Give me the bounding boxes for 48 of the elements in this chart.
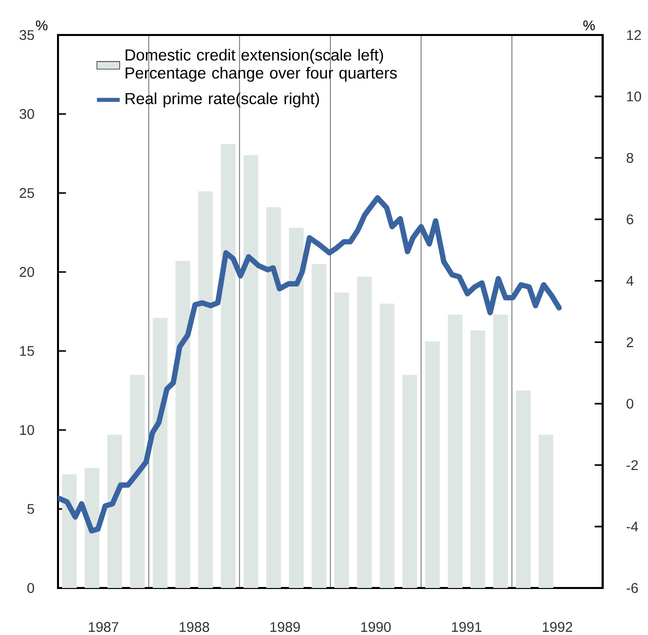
bar bbox=[266, 207, 281, 588]
x-tick-label: 1990 bbox=[361, 622, 391, 632]
y2-tick-label: 0 bbox=[626, 398, 634, 409]
bar bbox=[538, 434, 554, 588]
bar bbox=[175, 260, 190, 588]
bar bbox=[84, 468, 100, 588]
bar bbox=[516, 390, 531, 588]
bar bbox=[198, 191, 213, 588]
bar bbox=[448, 314, 462, 588]
x-tick-label: 1989 bbox=[270, 622, 300, 632]
x-tick-label: 1987 bbox=[88, 622, 118, 632]
y2-tick-label: -4 bbox=[626, 522, 638, 532]
y2-axis-title: % bbox=[583, 20, 595, 30]
y2-tick-label: 12 bbox=[627, 30, 641, 40]
bar bbox=[152, 318, 168, 588]
y-tick-label: 0 bbox=[27, 583, 34, 593]
bar bbox=[312, 264, 326, 588]
y-tick-label: 20 bbox=[20, 267, 34, 277]
y2-tick-label: 6 bbox=[626, 214, 634, 224]
y-tick-label: 15 bbox=[20, 346, 34, 356]
y-tick-label: 5 bbox=[27, 504, 34, 514]
bar bbox=[244, 155, 258, 588]
y-tick-label: 25 bbox=[20, 188, 34, 198]
bar bbox=[288, 228, 304, 588]
y-axis-title: % bbox=[36, 20, 48, 30]
bar bbox=[62, 474, 77, 588]
y2-tick-label: -2 bbox=[626, 460, 638, 470]
bar bbox=[130, 374, 145, 588]
y-tick-label: 35 bbox=[20, 30, 34, 40]
bar bbox=[220, 144, 236, 588]
y2-tick-label: 4 bbox=[626, 276, 634, 286]
x-tick-label: 1991 bbox=[452, 622, 482, 632]
y2-tick-label: 2 bbox=[626, 337, 634, 348]
y2-tick-label: -6 bbox=[626, 583, 638, 593]
bar bbox=[402, 374, 418, 588]
y2-tick-label: 10 bbox=[627, 91, 642, 102]
bar bbox=[357, 276, 372, 588]
x-tick-label: 1988 bbox=[180, 622, 210, 632]
y-tick-label: 30 bbox=[20, 109, 34, 119]
bar bbox=[493, 314, 508, 588]
bar bbox=[470, 330, 486, 588]
y2-tick-label: 8 bbox=[626, 152, 634, 163]
bar bbox=[107, 434, 122, 588]
bar bbox=[425, 342, 440, 588]
bar bbox=[380, 304, 394, 588]
x-tick-label: 1992 bbox=[542, 622, 572, 632]
y-tick-label: 10 bbox=[20, 425, 34, 435]
bar bbox=[334, 292, 350, 588]
